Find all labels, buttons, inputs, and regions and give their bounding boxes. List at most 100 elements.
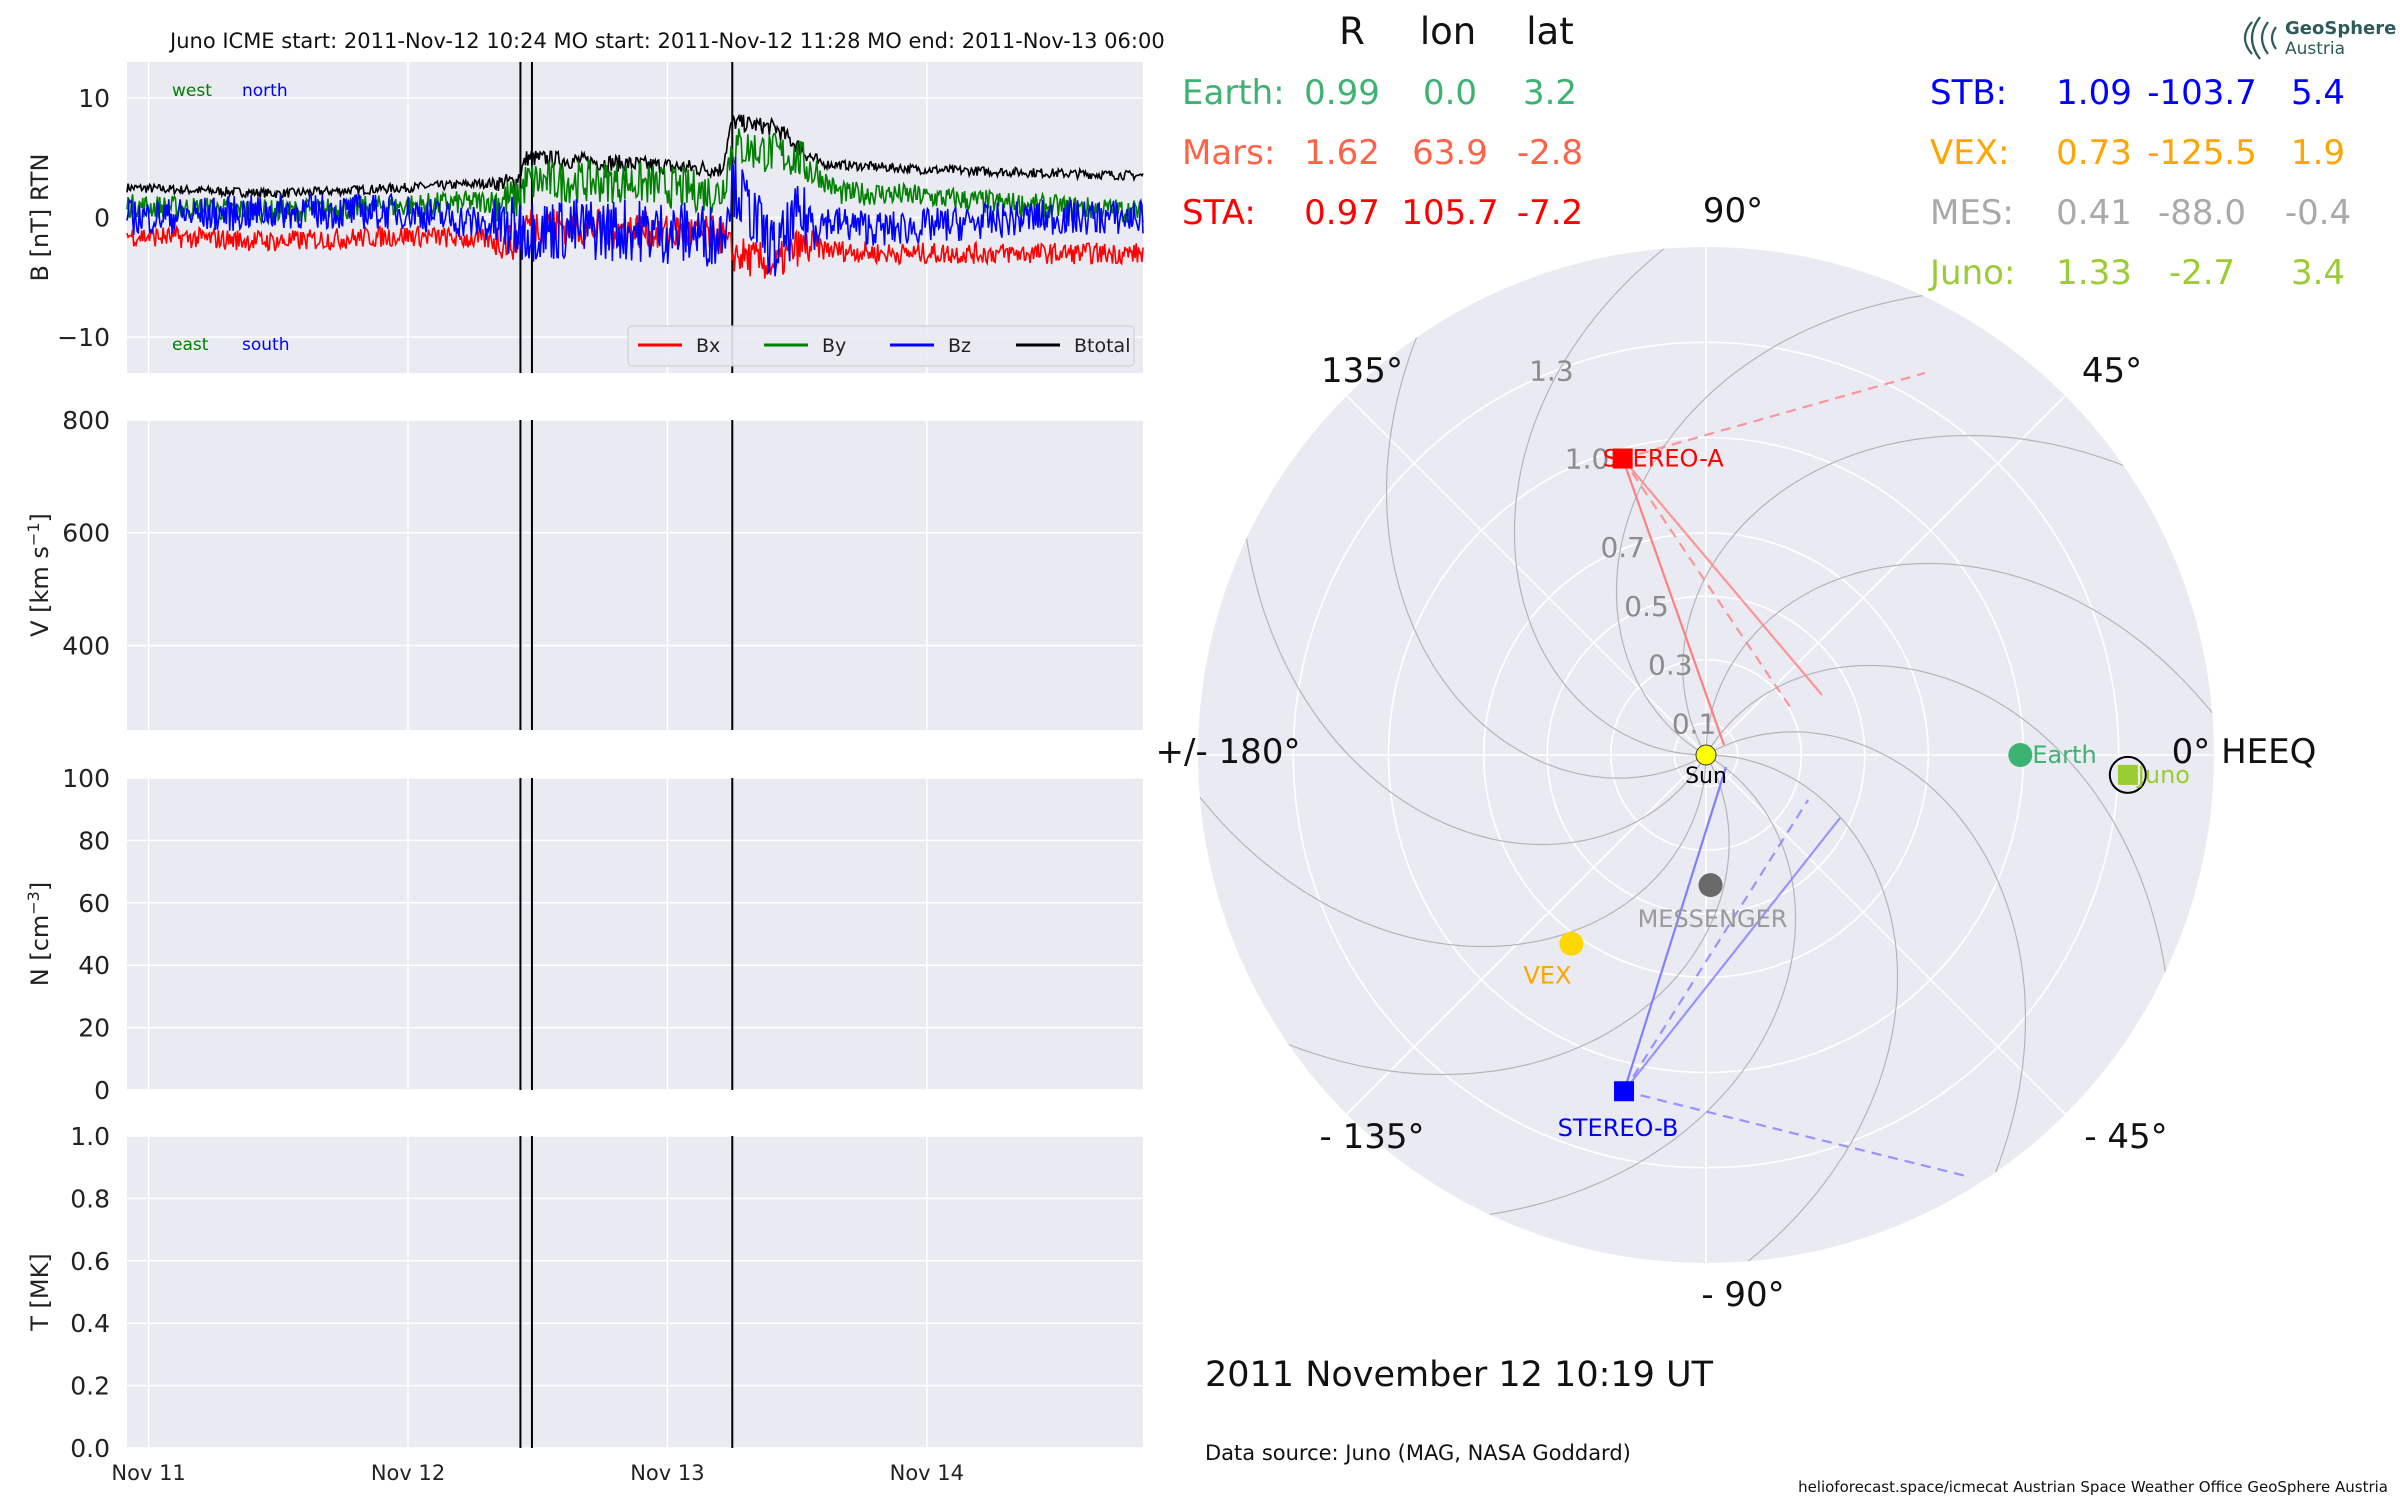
legend-frame: [627, 325, 1135, 367]
y-tick-label: 0.0: [70, 1434, 110, 1463]
row-lat: -2.8: [1517, 133, 1583, 173]
body-stereo-b-marker: [1614, 1081, 1635, 1102]
x-tick-label: Nov 13: [630, 1461, 704, 1485]
row-lat: -7.2: [1517, 193, 1583, 233]
legend-label-by: By: [822, 335, 846, 357]
body-vex-label: VEX: [1523, 962, 1571, 990]
row-lat: -0.4: [2285, 193, 2351, 233]
angle-label: - 135°: [1320, 1117, 1425, 1157]
y-tick-label: 800: [62, 406, 110, 435]
y-axis-label: N [cm−3]: [24, 882, 54, 987]
angular-gridline: [1705, 395, 2066, 756]
body-messenger: MESSENGER: [1638, 873, 1787, 933]
row-r: 1.33: [2056, 253, 2132, 293]
body-sun-marker: [1695, 744, 1717, 766]
y-tick-label: 0.6: [70, 1247, 110, 1276]
x-tick-label: Nov 12: [371, 1461, 445, 1485]
legend: Bx By Bz Btotal: [627, 325, 1135, 367]
radial-tick-label: 1.0: [1565, 443, 1610, 476]
legend-label-btotal: Btotal: [1074, 335, 1130, 357]
table-header-lon: lon: [1420, 10, 1476, 53]
annotation-east: east: [172, 335, 209, 355]
y-tick-label: 60: [78, 889, 110, 918]
body-stereo-b: STEREO-B: [1558, 1081, 1678, 1142]
sta-fov-line: [1622, 371, 1926, 460]
row-label: STB:: [1930, 73, 2007, 113]
y-tick-label: 400: [62, 631, 110, 660]
y-tick-label: 0: [94, 1076, 110, 1105]
table-header-r: R: [1339, 10, 1365, 53]
legend-label-bz: Bz: [948, 335, 971, 357]
row-label: VEX:: [1930, 133, 2010, 173]
row-label: Mars:: [1182, 133, 1275, 173]
fov-lines: [1621, 371, 1971, 1179]
angular-gridline: [1346, 395, 1707, 756]
y-tick-label: 80: [78, 826, 110, 855]
panel-magnetic-field: 10 0 −10 B [nT] RTN west north east south Bx By Bz…: [26, 62, 1144, 373]
data-source-label: Data source: Juno (MAG, NASA Goddard): [1205, 1441, 1631, 1465]
y-tick-label: 0.2: [70, 1372, 110, 1401]
parker-spiral-line: [1288, 754, 1730, 1076]
row-r: 0.41: [2056, 193, 2132, 233]
table-row-earth: Earth: 0.99 0.0 3.2: [1182, 73, 1577, 113]
figure-header: Juno ICME start: 2011-Nov-12 10:24 MO st…: [168, 29, 1165, 53]
stb-fov-line: [1623, 1090, 1971, 1179]
series-line-bx: [126, 207, 1144, 279]
y-axis-label-sup: −3: [24, 891, 43, 915]
body-earth: Earth: [2008, 741, 2097, 769]
radial-tick-label: 0.7: [1600, 531, 1645, 564]
body-juno-marker: [2117, 764, 2138, 785]
angle-label: - 45°: [2084, 1117, 2167, 1157]
parker-spiral-line: [1615, 295, 1923, 756]
y-tick-label: 0: [94, 204, 110, 233]
panel-velocity: 800 600 400 V [km s−1]: [24, 406, 1143, 730]
parker-spiral-line: [1705, 562, 2213, 756]
sta-fov-line: [1621, 457, 1823, 696]
row-r: 0.97: [1304, 193, 1380, 233]
parker-spiral-line: [1705, 664, 2166, 972]
logo-text-line1: GeoSphere: [2285, 18, 2396, 39]
stb-sun-line: [1622, 766, 1728, 1092]
y-tick-label: 10: [78, 84, 110, 113]
body-juno: Juno: [2108, 755, 2190, 794]
row-lon: 105.7: [1401, 193, 1498, 233]
angle-label: 45°: [2082, 351, 2142, 391]
y-tick-label: 0.8: [70, 1184, 110, 1213]
stb-fov-line: [1623, 799, 1809, 1092]
angular-gridline: [1346, 754, 1707, 1115]
table-row-stb: STB: 1.09 -103.7 5.4: [1930, 73, 2345, 113]
polar-position-plot: 0.1 0.3 0.5 0.7 1.0 1.3 0° HEEQ 45° 90° 135° +/- 1…: [1156, 191, 2317, 1315]
angle-label: - 90°: [1701, 1275, 1784, 1315]
annotation-south: south: [242, 335, 289, 355]
y-tick-label: 40: [78, 951, 110, 980]
y-axis-label-main: V [km s: [26, 546, 54, 637]
x-tick-label: Nov 11: [111, 1461, 185, 1485]
table-row-juno: Juno: 1.33 -2.7 3.4: [1928, 253, 2345, 293]
logo-text-line2: Austria: [2285, 39, 2345, 59]
row-r: 1.09: [2056, 73, 2132, 113]
series-line-bz: [126, 156, 1144, 277]
body-stereo-a: STEREO-A: [1603, 445, 1725, 473]
row-lat: 3.4: [2291, 253, 2345, 293]
parker-spiral-line: [1199, 754, 1707, 948]
row-label: Juno:: [1928, 253, 2015, 293]
angle-label: 90°: [1703, 191, 1763, 231]
row-r: 0.73: [2056, 133, 2132, 173]
annotation-north: north: [242, 81, 288, 101]
radial-tick-label: 0.5: [1624, 590, 1669, 623]
footer-credits: helioforecast.space/icmecat Austrian Spa…: [1798, 1478, 2388, 1496]
angular-gridline: [1705, 754, 2066, 1115]
row-label: STA:: [1182, 193, 1256, 233]
body-stereo-a-marker: [1612, 448, 1633, 469]
panel-temperature: Nov 11 Nov 12 Nov 13 Nov 14 1.0 0.8 0.6 0.4 0.2 0…: [26, 1122, 1143, 1485]
row-lon: 0.0: [1423, 73, 1477, 113]
body-vex-marker: [1559, 931, 1584, 956]
angle-label: 0° HEEQ: [2172, 732, 2317, 772]
panel-background: [127, 778, 1143, 1090]
y-axis-label: T [MK]: [26, 1253, 54, 1331]
y-axis-label-main: N [cm: [26, 915, 54, 987]
body-stereo-a-label: STEREO-A: [1603, 445, 1725, 473]
row-label: Earth:: [1182, 73, 1285, 113]
